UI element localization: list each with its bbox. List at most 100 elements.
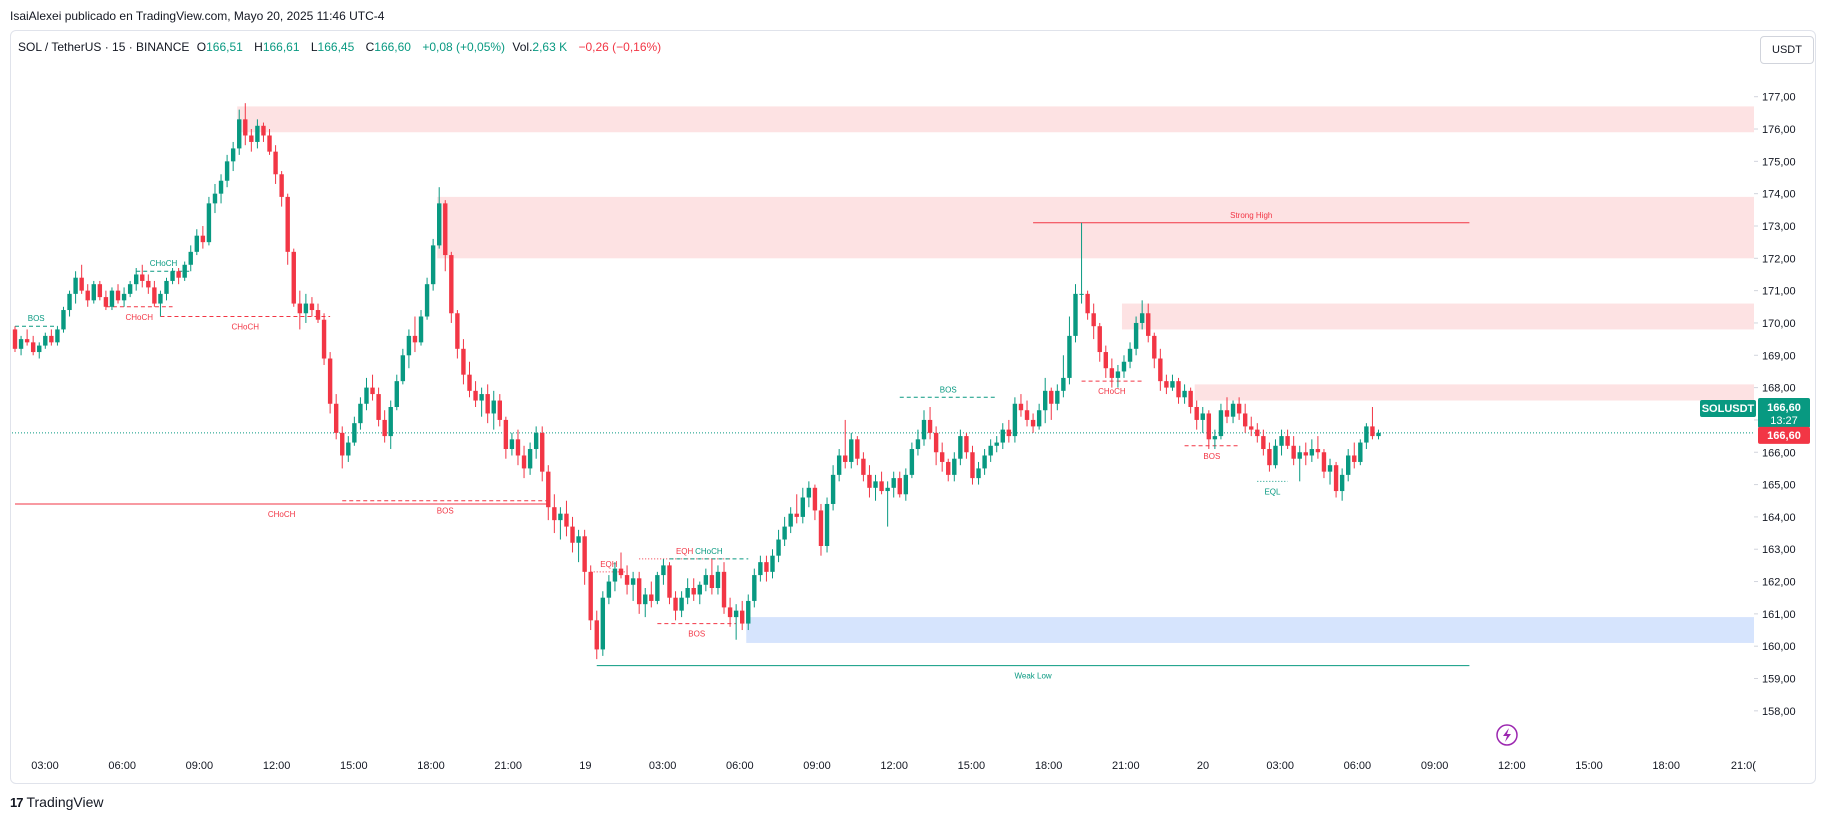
candle-body-91 [564, 513, 569, 527]
y-tick-label-8: 166,00 [1762, 447, 1796, 459]
symbol-legend: SOL / TetherUS · 15 · BINANCE O166,51 H1… [18, 40, 665, 54]
candle-body-133 [818, 510, 824, 546]
candle-body-172 [1055, 390, 1060, 404]
candle-body-77 [479, 394, 484, 401]
candle-body-67 [418, 316, 424, 343]
candle-body-80 [497, 400, 502, 420]
candle-body-81 [503, 419, 509, 450]
candle-body-105 [649, 594, 654, 601]
candle-body-209 [1279, 436, 1284, 446]
low-value: 166,45 [317, 40, 355, 54]
candle-body-94 [582, 536, 587, 572]
annotation-label-3: CHoCH [231, 322, 259, 331]
candle-body-76 [473, 390, 478, 401]
x-tick-label-2: 09:00 [186, 760, 214, 772]
tradingview-brand: TradingView [26, 794, 104, 810]
candle-body-31 [200, 235, 206, 243]
annotation-label-5: BOS [437, 507, 454, 516]
candle-body-205 [1255, 429, 1260, 437]
candle-body-217 [1327, 465, 1333, 472]
current-price-tag: 166,60 [1767, 430, 1801, 442]
candle-body-197 [1206, 413, 1212, 440]
candle-body-23 [152, 287, 157, 304]
currency-unit-button[interactable]: USDT [1760, 36, 1814, 64]
candle-body-144 [885, 487, 890, 492]
candle-body-45 [285, 196, 290, 252]
candle-body-157 [964, 436, 969, 453]
candle-body-114 [703, 575, 709, 585]
annotation-label-1: CHoCH [150, 259, 178, 268]
candle-body-56 [352, 423, 357, 443]
annotation-label-14: Strong High [1230, 211, 1272, 220]
annotation-label-12: BOS [1203, 452, 1220, 461]
candle-body-27 [176, 271, 181, 278]
candle-body-60 [376, 394, 381, 420]
candle-body-140 [861, 458, 866, 475]
candle-body-163 [1000, 429, 1005, 443]
candle-body-203 [1242, 413, 1248, 427]
candle-body-19 [127, 284, 133, 294]
candle-body-7 [55, 329, 60, 343]
candle-body-223 [1364, 426, 1369, 443]
candle-body-41 [261, 125, 266, 136]
candle-body-200 [1224, 410, 1230, 417]
candle-body-59 [370, 387, 375, 395]
candle-body-86 [533, 432, 539, 450]
candle-body-221 [1352, 455, 1357, 462]
candle-body-47 [297, 303, 303, 314]
candle-body-198 [1212, 436, 1218, 440]
candle-body-88 [546, 471, 551, 508]
candle-body-97 [600, 597, 606, 650]
annotation-label-8: CHoCH [695, 547, 723, 556]
candle-body-177 [1085, 293, 1090, 314]
candle-body-216 [1321, 452, 1327, 472]
candle-body-225 [1376, 432, 1381, 437]
y-tick-label-2: 160,00 [1762, 641, 1796, 653]
annotation-label-13: EQL [1264, 487, 1281, 496]
chart-panel[interactable] [10, 30, 1816, 784]
candle-body-170 [1043, 390, 1048, 411]
x-tick-label-21: 18:00 [1652, 760, 1680, 772]
price-change: +0,08 (+0,05%) [422, 40, 506, 54]
candle-body-17 [115, 290, 121, 301]
x-tick-label-10: 09:00 [803, 760, 831, 772]
candle-body-66 [412, 335, 418, 343]
annotation-label-0: BOS [28, 314, 45, 323]
x-tick-label-19: 12:00 [1498, 760, 1526, 772]
candle-body-184 [1127, 348, 1133, 362]
candle-body-142 [873, 481, 878, 488]
candle-body-34 [218, 180, 224, 194]
candle-body-169 [1036, 410, 1042, 427]
candle-body-173 [1061, 377, 1066, 391]
annotation-label-9: BOS [688, 630, 705, 639]
candle-body-126 [776, 539, 781, 556]
candle-body-181 [1109, 368, 1115, 378]
candle-body-64 [400, 355, 406, 382]
candle-body-70 [437, 203, 442, 246]
close-label: C [365, 40, 375, 54]
candle-body-112 [691, 588, 696, 595]
y-tick-label-4: 162,00 [1762, 577, 1796, 589]
candle-body-16 [109, 290, 115, 307]
y-tick-label-10: 168,00 [1762, 383, 1796, 395]
tradingview-logo[interactable]: 17 TradingView [10, 794, 104, 810]
symbol-name[interactable]: SOL / TetherUS · 15 · BINANCE [18, 40, 190, 54]
annotation-label-10: BOS [940, 385, 957, 394]
tradingview-mark-icon: 17 [10, 794, 24, 810]
candle-body-44 [279, 174, 284, 197]
candle-body-161 [988, 445, 993, 456]
candle-body-147 [903, 474, 909, 495]
candle-body-124 [764, 562, 769, 572]
y-tick-label-11: 169,00 [1762, 350, 1796, 362]
high-value: 166,61 [262, 40, 300, 54]
candle-body-30 [194, 235, 199, 252]
candle-body-69 [430, 245, 436, 285]
candle-body-57 [358, 403, 363, 424]
candle-body-28 [182, 264, 187, 278]
annotation-label-7: EQH [676, 547, 694, 556]
candle-body-118 [727, 607, 733, 618]
candle-body-108 [667, 565, 672, 598]
candle-body-48 [303, 303, 309, 314]
candle-body-155 [952, 458, 957, 475]
